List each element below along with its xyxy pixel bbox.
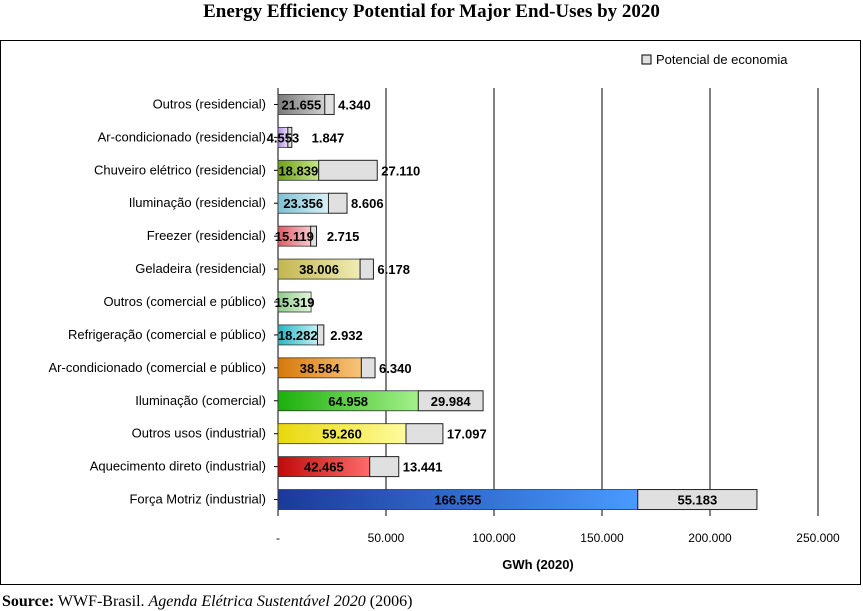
category-label: Iluminação (residencial) <box>129 195 266 210</box>
bar-savings <box>318 159 378 181</box>
source-title: Agenda Elétrica Sustentável 2020 <box>148 593 366 610</box>
source-year: (2006) <box>369 593 413 610</box>
category-label: Outros (residencial) <box>153 96 266 111</box>
bar-savings <box>405 423 444 445</box>
data-label-savings: 1.847 <box>312 130 345 145</box>
data-label-consumption: 18.282 <box>278 328 318 343</box>
source-note: Source: WWF-Brasil. Agenda Elétrica Sust… <box>2 593 412 611</box>
category-label: Outros (comercial e público) <box>103 294 266 309</box>
bar-savings <box>310 225 318 247</box>
bar-savings <box>359 258 374 280</box>
category-label: Freezer (residencial) <box>147 228 266 243</box>
data-label-consumption: 23.356 <box>283 196 323 211</box>
x-tick-label: 100.000 <box>472 531 516 545</box>
data-label-consumption: 64.958 <box>328 394 368 409</box>
category-label: Refrigeração (comercial e público) <box>68 327 266 342</box>
category-label: Força Motriz (industrial) <box>129 492 266 507</box>
data-label-consumption: 38.584 <box>300 361 341 376</box>
data-label-savings: 27.110 <box>381 163 420 178</box>
category-label: Ar-condicionado (residencial) <box>98 129 266 144</box>
data-label-savings: 2.932 <box>330 328 363 343</box>
category-label: Outros usos (industrial) <box>132 426 266 441</box>
bar-savings <box>287 126 293 148</box>
source-org: WWF-Brasil. <box>57 593 145 610</box>
bar-chart: Outros (residencial) 21.655 4.340 Ar-condic… <box>49 52 841 572</box>
data-label-consumption: 38.006 <box>299 262 339 277</box>
bar-savings <box>417 390 484 412</box>
category-label: Geladeira (residencial) <box>135 261 266 276</box>
data-label-savings: 8.606 <box>351 196 384 211</box>
data-label-savings: 6.178 <box>377 262 410 277</box>
data-label-consumption: 59.260 <box>322 427 362 442</box>
data-label-consumption: 18.839 <box>278 163 318 178</box>
category-label: Iluminação (comercial) <box>135 393 266 408</box>
bar-consumption <box>277 291 312 313</box>
data-label-consumption: 15.319 <box>275 295 315 310</box>
legend-label: Potencial de economia <box>656 52 788 67</box>
category-label: Chuveiro elétrico (residencial) <box>94 162 266 177</box>
source-label: Source: <box>2 593 55 610</box>
data-label-savings: 2.715 <box>327 229 360 244</box>
category-label: Ar-condicionado (comercial e público) <box>49 360 267 375</box>
data-label-savings: 13.441 <box>403 460 443 475</box>
x-tick-label: 50.000 <box>368 531 405 545</box>
data-label-consumption: 42.465 <box>304 460 344 475</box>
bar-savings <box>316 324 325 346</box>
legend-swatch <box>641 54 652 65</box>
category-label: Aquecimento direto (industrial) <box>90 459 266 474</box>
bar-savings <box>360 357 376 379</box>
bar-savings <box>324 93 335 115</box>
x-axis-title: GWh (2020) <box>502 557 574 572</box>
data-label-consumption: 166.555 <box>434 493 481 508</box>
data-label-savings: 29.984 <box>431 394 472 409</box>
chart-title: Energy Efficiency Potential for Major En… <box>203 1 660 22</box>
chart-area: Outros (residencial) 21.655 4.340 Ar-condic… <box>0 40 861 585</box>
bar-savings <box>637 489 758 511</box>
data-label-consumption: 21.655 <box>282 97 322 112</box>
data-label-savings: 4.340 <box>338 97 371 112</box>
x-tick-label: 200.000 <box>688 531 732 545</box>
data-label-savings: 55.183 <box>677 493 717 508</box>
x-tick-label: 150.000 <box>580 531 624 545</box>
x-tick-label: - <box>276 531 280 545</box>
data-label-savings: 6.340 <box>379 361 412 376</box>
data-label-savings: 17.097 <box>447 427 487 442</box>
x-tick-label: 250.000 <box>796 531 840 545</box>
data-label-consumption: 15.119 <box>275 229 314 244</box>
bar-savings <box>369 456 400 478</box>
bar-savings <box>327 192 348 214</box>
data-label-consumption: 4.553 <box>267 130 300 145</box>
